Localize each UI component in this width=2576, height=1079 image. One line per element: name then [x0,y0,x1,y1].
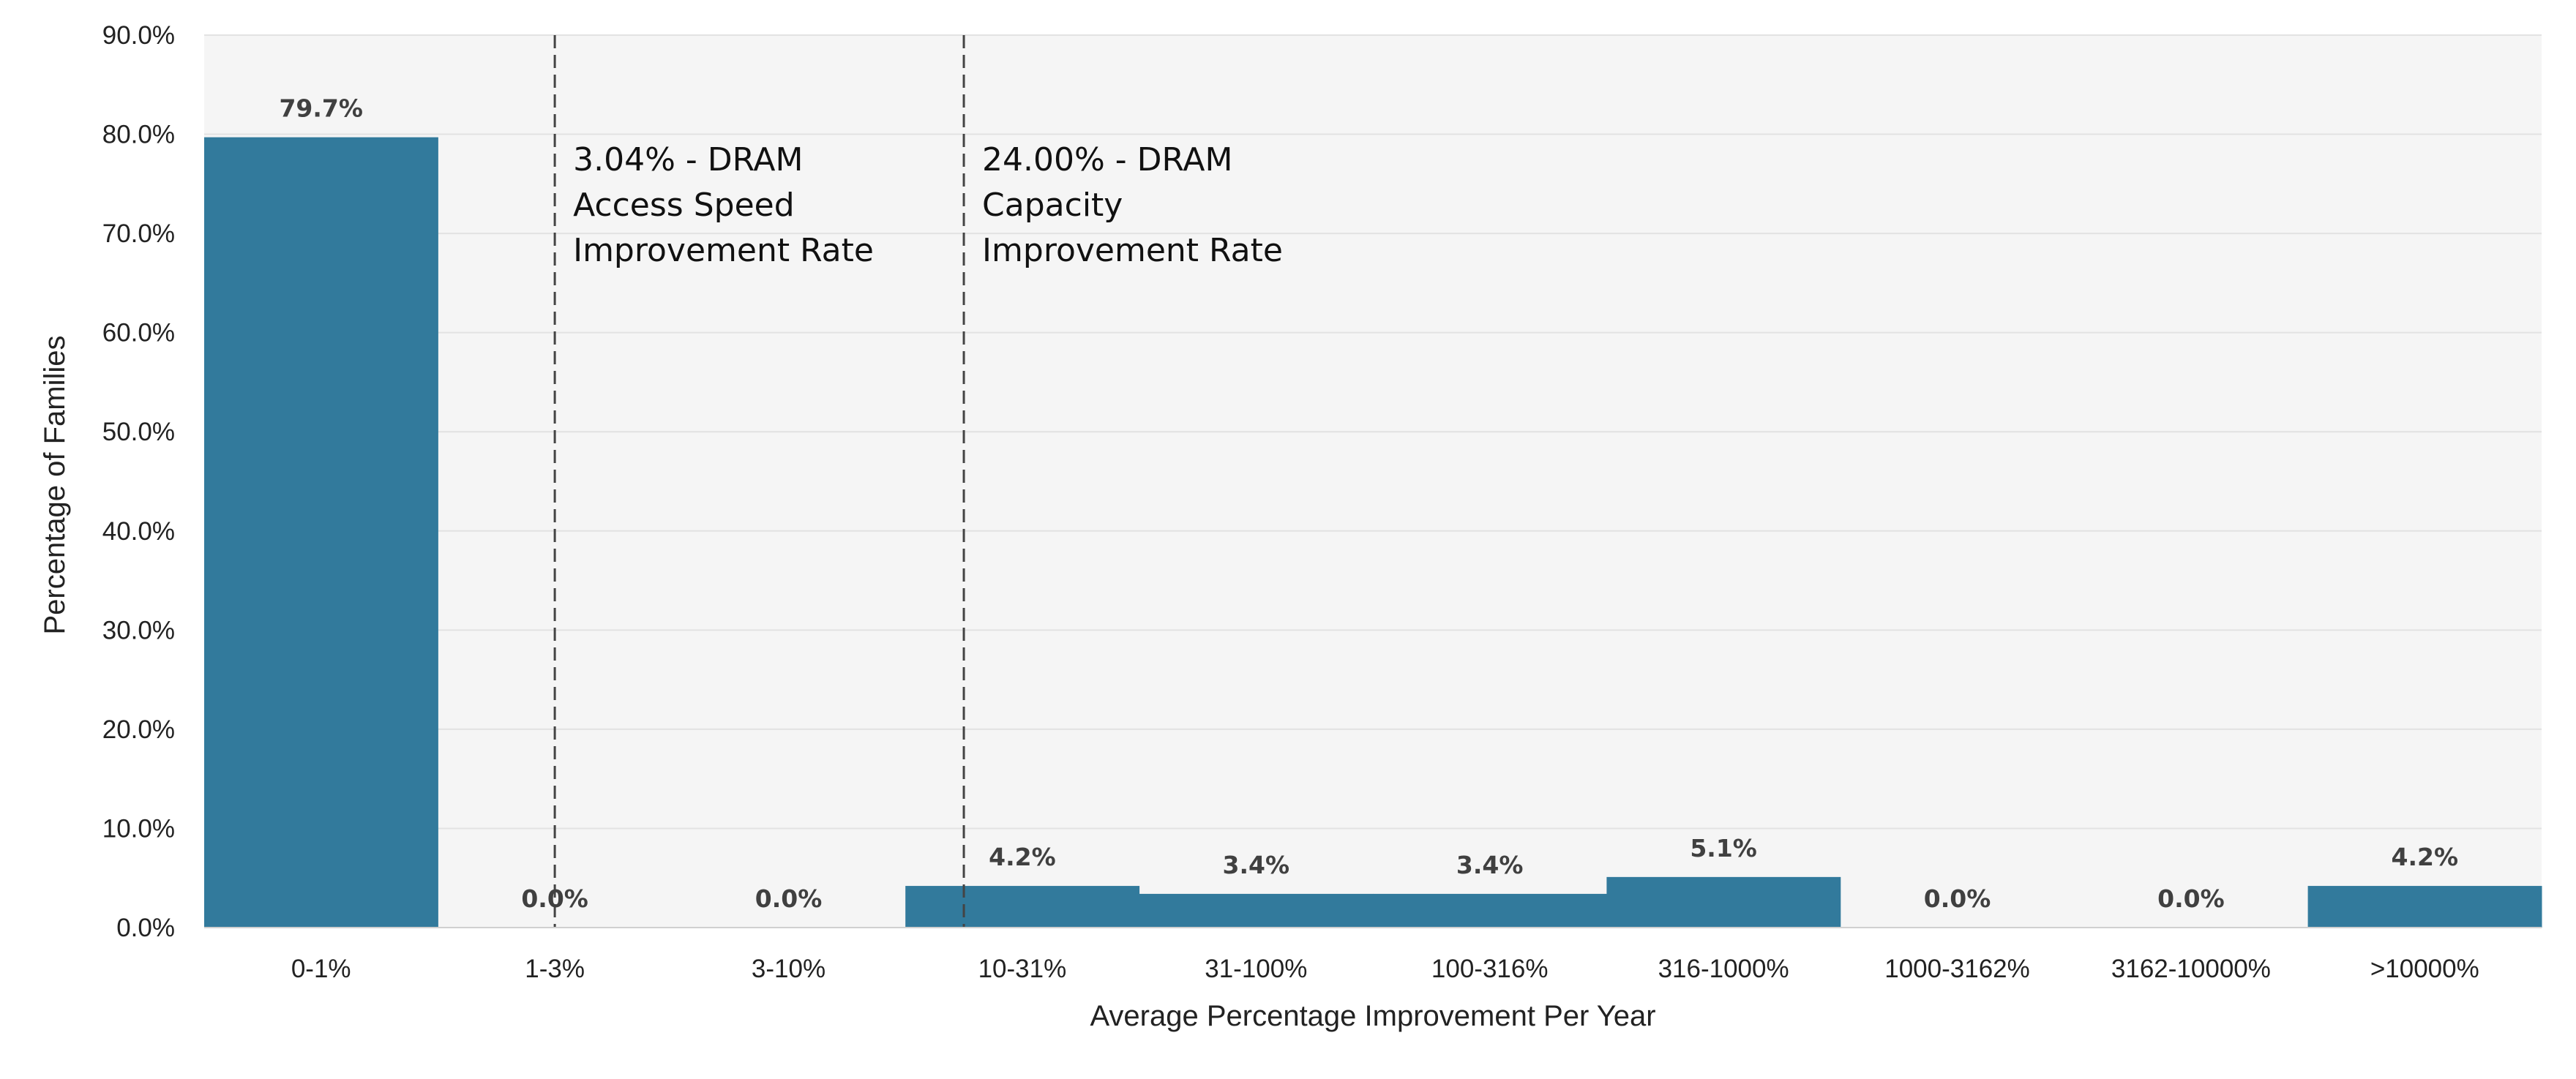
y-tick-label: 80.0% [102,121,175,149]
bar [1373,893,1607,928]
y-tick-label: 50.0% [102,418,175,446]
reference-lines: 3.04% - DRAM Access Speed Improvement Rate… [553,35,1283,928]
data-label: 0.0% [755,884,823,913]
y-tick-label: 40.0% [102,517,175,546]
y-tick-label: 70.0% [102,219,175,248]
x-tick-label: 316-1000% [1658,955,1789,983]
x-tick-label: 3-10% [752,955,825,983]
y-tick-label: 20.0% [102,715,175,744]
reference-line-label: 24.00% - DRAM [982,141,1232,178]
x-tick-label: >10000% [2370,955,2479,983]
bar [2307,886,2542,928]
gridlines [204,34,2542,830]
y-axis-title: Percentage of Families [39,335,71,634]
data-label: 4.2% [989,843,1056,871]
bars [204,137,2542,928]
x-tick-label: 31-100% [1205,955,1307,983]
bar [204,137,438,928]
data-label: 5.1% [1690,834,1757,862]
data-label: 3.4% [1456,851,1524,879]
bar [1139,893,1374,928]
x-tick-label: 1-3% [525,955,585,983]
reference-line-label: Capacity [982,187,1123,224]
reference-line-label: Improvement Rate [982,232,1283,269]
labels: 0.0% 10.0% 20.0% 30.0% 40.0% 50.0% 60.0% 70.0% 8… [102,21,2479,983]
x-axis-title: Average Percentage Improvement Per Year [1090,1000,1655,1032]
y-tick-label: 60.0% [102,319,175,347]
y-tick-label: 30.0% [102,616,175,644]
y-tick-label: 0.0% [116,914,175,942]
x-tick-label: 3162-10000% [2111,955,2271,983]
reference-line-label: 3.04% - DRAM [573,141,803,178]
data-label: 0.0% [2157,884,2225,913]
x-tick-label: 100-316% [1431,955,1549,983]
x-tick-label: 10-31% [978,955,1067,983]
x-tick-label: 0-1% [291,955,351,983]
plot-background [204,35,2542,928]
reference-line-label: Access Speed [573,187,795,224]
bar [1606,876,1841,928]
x-tick-label: 1000-3162% [1884,955,2030,983]
reference-line-label: Improvement Rate [573,232,874,269]
data-label: 0.0% [521,884,588,913]
data-label: 3.4% [1223,851,1290,879]
data-label: 4.2% [2392,843,2459,871]
y-tick-label: 90.0% [102,21,175,50]
data-label: 79.7% [279,94,363,123]
data-label: 0.0% [1924,884,1991,913]
y-tick-label: 10.0% [102,814,175,843]
bar [905,886,1140,928]
